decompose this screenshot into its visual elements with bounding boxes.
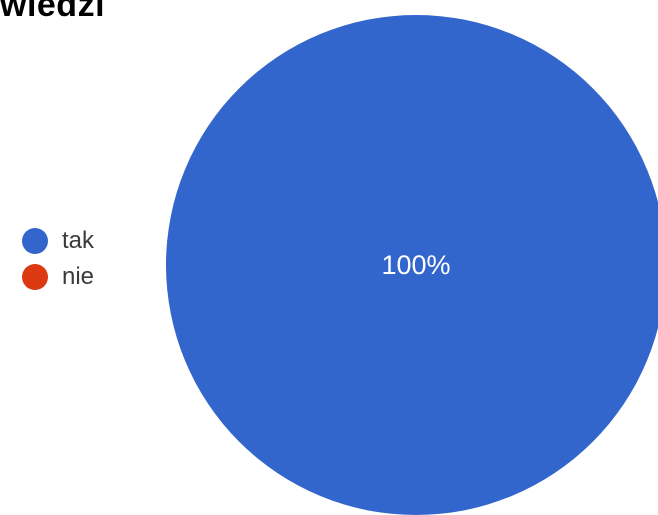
chart-title: wiedzi	[0, 0, 106, 24]
legend-label-nie: nie	[62, 263, 95, 290]
legend: tak nie	[22, 228, 94, 300]
pie-slice-tak	[166, 15, 658, 515]
data-label-tak: 100%	[381, 250, 450, 280]
legend-item-tak: tak	[22, 228, 94, 254]
legend-swatch-nie	[22, 264, 48, 290]
legend-swatch-tak	[22, 228, 48, 254]
legend-label-tak: tak	[62, 227, 95, 254]
legend-item-nie: nie	[22, 264, 94, 290]
